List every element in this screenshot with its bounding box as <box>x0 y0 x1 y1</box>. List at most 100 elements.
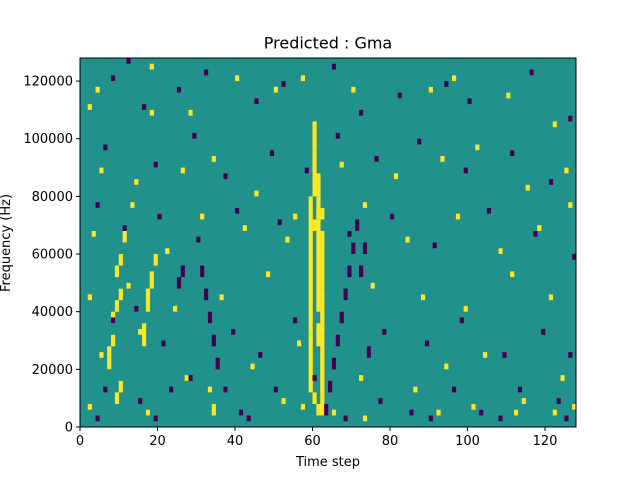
heatmap-cell-low-75 <box>273 386 278 393</box>
heatmap-cell-low-21 <box>374 156 379 162</box>
x-tick-label-3: 60 <box>304 434 321 449</box>
heatmap-cell-low-19 <box>304 167 309 174</box>
heatmap-cell-high-53 <box>293 213 298 220</box>
heatmap-cell-high-14 <box>308 254 313 335</box>
x-tick-label-4: 80 <box>382 434 399 449</box>
heatmap-cell-low-59 <box>111 317 116 324</box>
heatmap-background <box>80 58 576 427</box>
heatmap-cell-low-30 <box>235 207 240 214</box>
heatmap-cell-high-60 <box>91 230 96 237</box>
heatmap-cell-high-100 <box>300 403 306 410</box>
heatmap-cell-high-102 <box>362 415 368 422</box>
heatmap-cell-low-10 <box>444 81 449 87</box>
heatmap-cell-low-22 <box>417 138 422 145</box>
heatmap-cell-high-28 <box>316 207 321 220</box>
heatmap-cell-high-27 <box>312 219 317 231</box>
heatmap-cell-high-44 <box>428 86 433 93</box>
heatmap-cell-high-67 <box>405 236 410 243</box>
heatmap-cell-high-51 <box>211 156 216 162</box>
heatmap-cell-low-56 <box>359 265 364 278</box>
heatmap-cell-low-47 <box>324 403 329 416</box>
heatmap-cell-high-30 <box>316 173 321 185</box>
heatmap-cell-high-42 <box>312 121 317 128</box>
heatmap-cell-high-101 <box>331 409 337 416</box>
heatmap-cell-high-55 <box>393 173 399 180</box>
heatmap-cell-high-52 <box>254 190 259 197</box>
heatmap-cell-low-6 <box>281 81 286 87</box>
heatmap-cell-high-85 <box>184 375 189 381</box>
heatmap-cell-high-40 <box>273 86 278 93</box>
heatmap-cell-low-18 <box>269 150 275 157</box>
heatmap-cell-high-35 <box>95 86 100 93</box>
heatmap-cell-low-78 <box>409 409 414 416</box>
heatmap-cell-low-70 <box>568 352 573 358</box>
heatmap-cell-low-80 <box>479 409 484 416</box>
heatmap-cell-high-80 <box>463 305 468 312</box>
heatmap-cell-low-27 <box>122 225 127 231</box>
heatmap-cell-high-77 <box>297 340 302 347</box>
heatmap-cell-low-23 <box>463 167 468 174</box>
heatmap-cell-high-92 <box>483 352 488 358</box>
heatmap-cell-high-47 <box>552 121 557 128</box>
heatmap-cell-high-81 <box>510 271 515 278</box>
y-tick-label-6: 120000 <box>23 75 73 90</box>
heatmap-cell-low-85 <box>246 415 251 422</box>
heatmap-cell-low-14 <box>103 144 108 151</box>
heatmap-cell-low-43 <box>211 334 216 347</box>
heatmap-cell-low-65 <box>382 328 387 335</box>
y-tick-label-4: 80000 <box>32 190 73 205</box>
heatmap-cell-low-76 <box>312 375 317 381</box>
heatmap-cell-high-75 <box>219 294 224 301</box>
heatmap-cell-high-5 <box>118 288 123 301</box>
heatmap-cell-low-63 <box>258 352 263 358</box>
heatmap-cell-low-66 <box>424 340 430 347</box>
heatmap-cell-low-20 <box>335 132 340 139</box>
heatmap-cell-low-35 <box>486 207 492 214</box>
heatmap-cell-low-64 <box>293 317 298 324</box>
heatmap-cell-low-0 <box>111 75 116 82</box>
heatmap-cell-high-33 <box>320 207 325 220</box>
heatmap-cell-high-58 <box>525 184 530 191</box>
heatmap-cell-low-53 <box>347 265 352 278</box>
heatmap-cell-high-21 <box>320 392 325 416</box>
heatmap-cell-low-68 <box>502 352 507 358</box>
x-tick-label-0: 0 <box>76 434 84 449</box>
heatmap-cell-low-25 <box>548 179 554 185</box>
heatmap-cell-low-37 <box>572 254 577 260</box>
heatmap-cell-low-16 <box>192 132 197 139</box>
x-tick-label-2: 40 <box>227 434 244 449</box>
heatmap-cell-low-44 <box>215 357 220 370</box>
heatmap-cell-low-79 <box>452 386 457 393</box>
heatmap-cell-low-67 <box>459 317 464 324</box>
heatmap-cell-high-8 <box>122 230 127 243</box>
heatmap-cell-high-107 <box>572 403 577 410</box>
heatmap-cell-low-57 <box>362 242 368 255</box>
heatmap-cell-low-34 <box>432 242 437 249</box>
heatmap-cell-high-96 <box>118 380 123 393</box>
heatmap-cell-high-73 <box>126 282 131 289</box>
heatmap-cell-high-11 <box>149 271 154 289</box>
heatmap-cell-high-41 <box>300 75 306 82</box>
heatmap-cell-low-32 <box>347 230 352 237</box>
heatmap-cell-high-1 <box>107 346 112 358</box>
heatmap-cell-high-6 <box>114 265 120 278</box>
heatmap-cell-high-68 <box>455 213 461 220</box>
heatmap-cell-high-69 <box>498 248 503 255</box>
heatmap-cell-high-12 <box>153 254 158 266</box>
heatmap-cell-high-49 <box>134 179 139 185</box>
heatmap-cell-high-61 <box>130 202 135 208</box>
heatmap-cell-high-56 <box>440 156 445 162</box>
heatmap-cell-high-62 <box>165 248 170 255</box>
heatmap-cell-high-64 <box>242 225 247 231</box>
heatmap-cell-low-1 <box>126 58 131 64</box>
heatmap-cell-high-17 <box>312 127 317 151</box>
heatmap-cell-high-4 <box>114 300 120 312</box>
heatmap-cell-high-37 <box>149 109 154 116</box>
heatmap-cell-low-3 <box>176 86 182 93</box>
heatmap-cells <box>87 58 577 422</box>
heatmap-cell-low-28 <box>157 213 162 220</box>
heatmap-cell-high-66 <box>362 202 368 208</box>
heatmap-cell-high-57 <box>475 144 480 151</box>
heatmap-cell-low-61 <box>161 340 166 347</box>
